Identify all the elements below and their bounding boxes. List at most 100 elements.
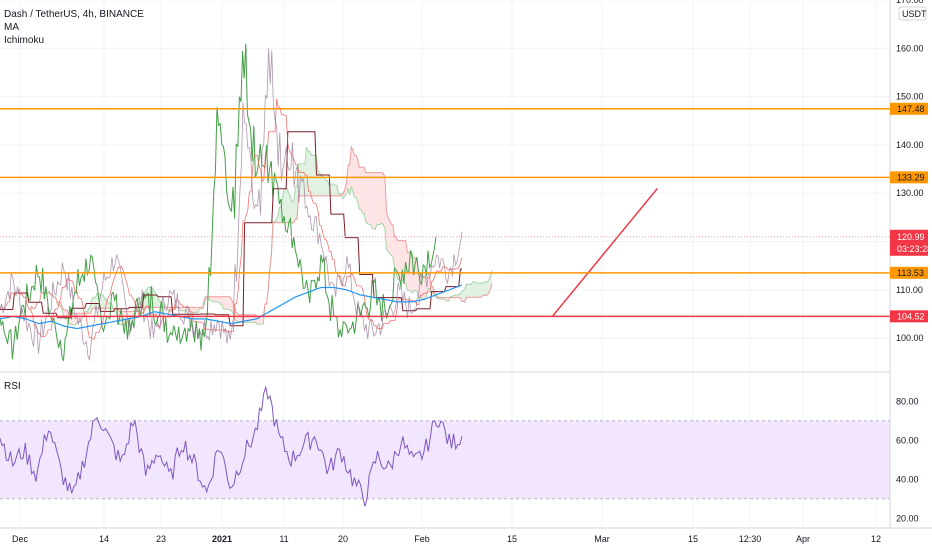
price-tick-label: 140.00 — [896, 140, 924, 150]
cloud-segment — [368, 172, 371, 225]
cloud-segment — [285, 188, 288, 223]
cloud-segment — [311, 155, 313, 196]
cloud-segment — [453, 295, 456, 298]
time-tick-label: Feb — [414, 534, 430, 544]
cloud-segment — [372, 172, 374, 230]
cloud-segment — [153, 288, 155, 308]
currency-badge — [898, 6, 927, 21]
price-tick-label: 150.00 — [896, 92, 924, 102]
time-tick-label: 2021 — [212, 534, 232, 544]
price-badge — [890, 102, 928, 115]
cloud-segment — [290, 196, 293, 223]
current-price-badge — [890, 229, 928, 256]
cloud-segment — [344, 183, 347, 196]
cloud-segment — [282, 188, 285, 223]
time-tick-label: 11 — [279, 534, 288, 544]
cloud-segment — [221, 296, 224, 310]
time-tick-label: Apr — [796, 534, 810, 544]
cloud-segment — [423, 277, 425, 300]
cloud-segment — [388, 217, 390, 254]
rsi-line — [0, 385, 463, 507]
cloud-segment — [479, 283, 481, 298]
cloud-segment — [431, 286, 433, 293]
cloud-segment — [428, 277, 430, 289]
cloud-segment — [466, 284, 469, 298]
rsi-tick-label: 40.00 — [896, 474, 919, 484]
cloud-segment — [330, 184, 333, 196]
cloud-segment — [373, 172, 376, 230]
cloud-segment — [356, 155, 358, 202]
cloud-segment — [284, 188, 286, 223]
trendline — [551, 187, 658, 317]
cloud-segment — [386, 211, 389, 252]
cloud-segment — [231, 299, 234, 313]
rsi-tick-label: 60.00 — [896, 435, 919, 445]
price-badge-label: 133.29 — [897, 172, 925, 182]
price-tick-label: 160.00 — [896, 43, 924, 53]
cloud-segment — [258, 316, 261, 325]
cloud-segment — [484, 281, 486, 296]
cloud-segment — [476, 282, 478, 298]
cloud-segment — [292, 201, 294, 223]
cloud-segment — [381, 172, 384, 225]
cloud-segment — [461, 290, 464, 302]
time-tick-label: 15 — [507, 534, 517, 544]
cloud-segment — [193, 307, 195, 313]
cloud-segment — [320, 174, 323, 196]
cloud-segment — [183, 307, 186, 311]
cloud-segment — [352, 149, 355, 198]
cloud-segment — [394, 236, 397, 274]
cloud-segment — [300, 163, 302, 196]
cloud-segment — [391, 224, 393, 258]
cloud-segment — [100, 294, 102, 309]
cloud-segment — [378, 172, 381, 225]
cloud-segment — [288, 194, 291, 223]
cloud-segment — [309, 151, 312, 196]
cloud-segment — [237, 314, 240, 323]
cloud-segment — [370, 172, 373, 229]
time-tick-label: Dec — [12, 534, 29, 544]
cloud-segment — [477, 283, 480, 298]
rsi-tick-label: 80.00 — [896, 396, 919, 406]
cloud-segment — [225, 296, 227, 310]
cloud-segment — [261, 316, 264, 325]
cloud-segment — [217, 296, 219, 302]
cloud-segment — [317, 169, 320, 196]
horizontal-levels[interactable] — [0, 108, 890, 318]
cloud-segment — [415, 258, 417, 292]
cloud-segment — [469, 284, 472, 298]
rsi-legend[interactable]: RSI — [4, 381, 21, 392]
cloud-segment — [228, 296, 230, 310]
cloud-segment — [226, 296, 229, 310]
time-tick-label: 12 — [871, 534, 881, 544]
ma-line — [0, 284, 463, 330]
cloud-segment — [360, 167, 363, 214]
symbol-legend[interactable]: Dash / TetherUS, 4h, BINANCE — [4, 9, 144, 20]
cloud-segment — [447, 297, 449, 302]
cloud-segment — [389, 221, 392, 256]
time-tick-label: 20 — [338, 534, 348, 544]
cloud-segment — [472, 281, 475, 298]
cloud-segment — [367, 172, 369, 225]
cloud-segment — [85, 311, 88, 314]
ichimoku-legend[interactable]: Ichimoku — [4, 35, 45, 46]
cloud-segment — [229, 296, 232, 311]
cloud-segment — [332, 184, 334, 196]
price-lines — [0, 43, 658, 507]
cloud-segment — [338, 193, 341, 196]
cloud-segment — [101, 294, 104, 309]
cloud-segment — [260, 316, 262, 325]
time-tick-label: Mar — [594, 534, 610, 544]
price-badge-label: 113.53 — [897, 268, 924, 278]
cloud-segment — [210, 296, 213, 301]
cloud-segment — [130, 311, 133, 320]
time-tick-label: 23 — [156, 534, 166, 544]
cloud-segment — [396, 236, 398, 279]
ma-legend[interactable]: MA — [4, 22, 19, 33]
rsi-tick-label: 20.00 — [896, 513, 919, 523]
cloud-segment — [468, 284, 470, 298]
cloud-segment — [351, 146, 353, 192]
cloud-segment — [375, 172, 377, 230]
